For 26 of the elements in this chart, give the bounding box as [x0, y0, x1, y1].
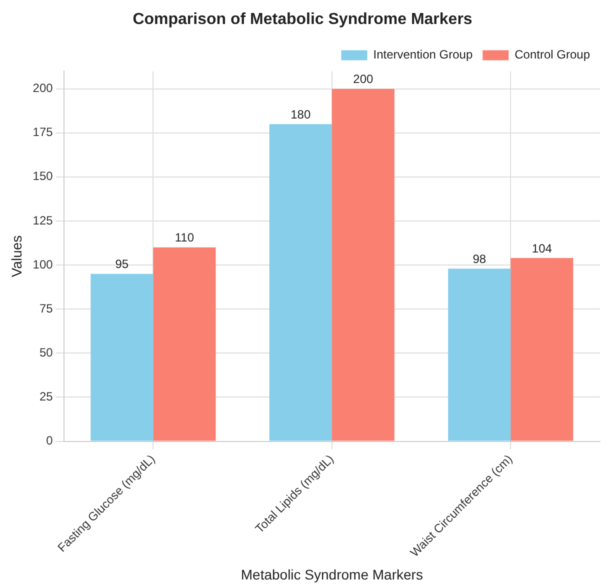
data-label: 180 — [290, 107, 311, 122]
y-axis-title: Values — [8, 235, 24, 278]
y-tick-label: 100 — [32, 257, 54, 272]
y-tick-label: 125 — [32, 213, 54, 228]
bar — [332, 88, 394, 441]
y-tick-label: 75 — [39, 301, 54, 316]
data-label: 95 — [115, 257, 129, 272]
chart-title: Comparison of Metabolic Syndrome Markers — [132, 11, 472, 28]
y-tick-label: 175 — [32, 125, 54, 140]
y-tick-label: 0 — [46, 434, 54, 448]
y-tick-label: 25 — [39, 390, 54, 404]
bar — [269, 124, 332, 441]
data-label: 104 — [532, 241, 552, 256]
bar — [90, 274, 154, 441]
x-axis-title: Metabolic Syndrome Markers — [240, 566, 423, 582]
y-tick-label: 50 — [39, 345, 54, 360]
data-label: 98 — [472, 252, 486, 266]
legend-label: Intervention Group — [373, 48, 473, 62]
legend-label: Control Group — [514, 48, 590, 62]
bar — [510, 258, 574, 441]
bar — [153, 247, 216, 441]
data-label: 110 — [174, 230, 194, 245]
bar — [448, 268, 511, 441]
y-tick-label: 150 — [32, 169, 54, 184]
data-label: 200 — [353, 72, 374, 86]
y-tick-label: 200 — [32, 81, 54, 96]
